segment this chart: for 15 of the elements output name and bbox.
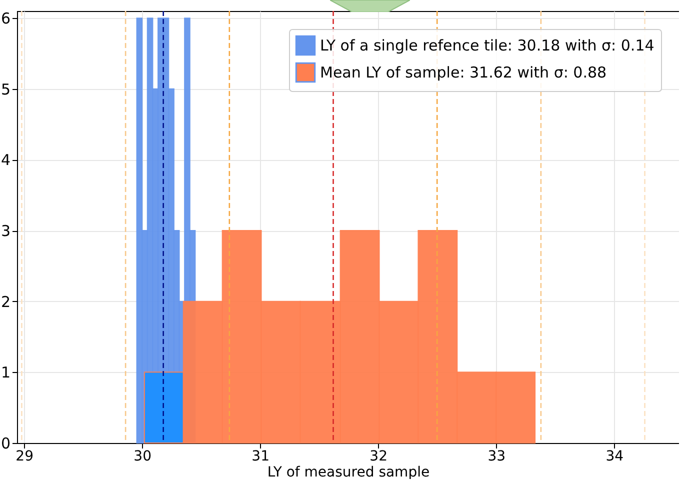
y-tick-label: 5 <box>0 80 10 98</box>
x-tick-label: 31 <box>252 448 270 464</box>
y-tick-label: 0 <box>0 434 10 452</box>
y-tick-label: 4 <box>0 151 10 170</box>
y-tick-label: 3 <box>0 222 10 240</box>
legend-label: LY of a single refence tile: 30.18 with σ: 0.14 <box>320 36 654 54</box>
x-tick-label: 30 <box>134 448 152 464</box>
x-tick-label: 33 <box>488 448 506 464</box>
x-tick-label: 34 <box>606 448 624 464</box>
x-tick-label: 29 <box>16 448 34 464</box>
y-tick-label: 2 <box>0 292 10 311</box>
legend-label: Mean LY of sample: 31.62 with σ: 0.88 <box>320 64 607 82</box>
x-tick-label: 32 <box>370 448 388 464</box>
y-tick-label: 6 <box>0 10 10 28</box>
y-tick-label: 1 <box>0 364 10 382</box>
